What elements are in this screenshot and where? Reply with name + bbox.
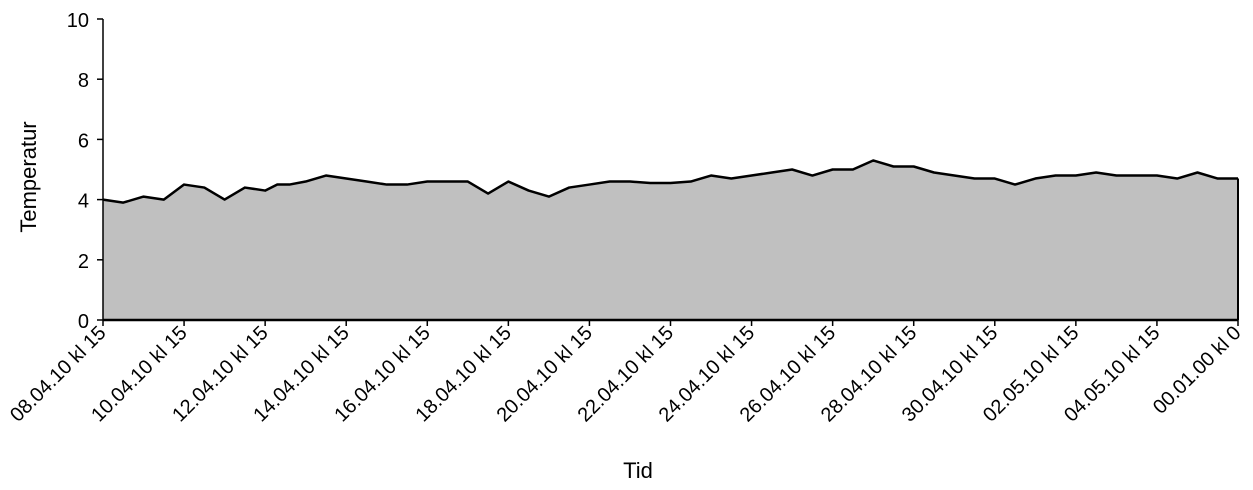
y-tick-label: 4 [78,191,89,213]
y-tick-label: 6 [78,130,89,152]
series-line [102,159,1238,204]
x-tick-label: 00.01.00 kl 0 [1149,322,1246,419]
x-axis-title: Tid [623,458,653,483]
y-tick-label: 8 [78,70,89,92]
series-area [103,160,1238,320]
plot-area [102,159,1239,320]
y-tick-label: 2 [78,251,89,273]
y-tick-label: 10 [67,10,89,32]
y-tick-label: 0 [78,311,89,333]
y-axis: 0 2 4 6 8 10 [67,10,104,333]
y-axis-title: Temperatur [16,121,41,232]
